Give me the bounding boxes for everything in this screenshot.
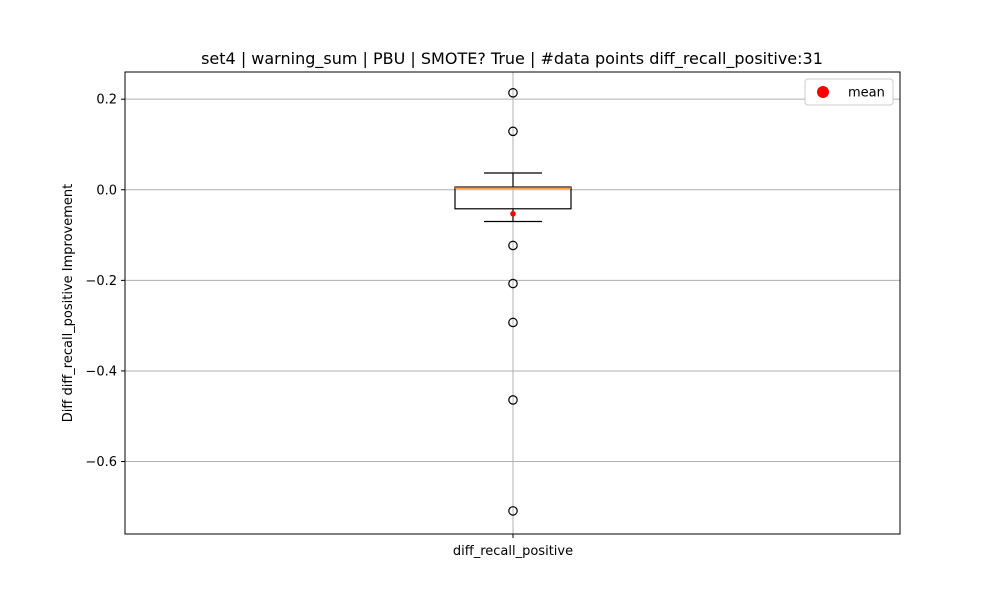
- legend-box: [804, 78, 894, 106]
- y-tick-label: 0.0: [96, 183, 117, 198]
- mean-marker: [510, 210, 516, 217]
- x-axis: diff_recall_positive: [453, 534, 573, 559]
- y-tick-label: −0.6: [85, 455, 117, 470]
- legend-label-mean: mean: [848, 86, 885, 101]
- outlier-point: [508, 506, 518, 516]
- outlier-point: [508, 126, 518, 137]
- y-axis-label: Diff diff_recall_positive Improvement: [61, 184, 76, 423]
- outlier-point: [508, 278, 518, 289]
- legend-mean-marker: [817, 86, 829, 98]
- plot-area: [454, 88, 572, 516]
- y-axis: 0.2 0.0 −0.2 −0.4 −0.6: [85, 93, 125, 470]
- y-tick-label: −0.4: [85, 364, 117, 379]
- legend: mean: [804, 78, 894, 106]
- outlier-point: [508, 240, 518, 251]
- y-tick-label: 0.2: [96, 93, 117, 108]
- y-tick-label: −0.2: [85, 274, 117, 289]
- chart-title: set4 | warning_sum | PBU | SMOTE? True |…: [201, 49, 823, 69]
- outlier-point: [508, 395, 518, 405]
- grid-lines: [125, 72, 900, 534]
- outlier-point: [508, 317, 518, 328]
- outlier-point: [508, 88, 518, 98]
- iqr-box: [454, 186, 572, 210]
- x-tick-label: diff_recall_positive: [453, 544, 573, 559]
